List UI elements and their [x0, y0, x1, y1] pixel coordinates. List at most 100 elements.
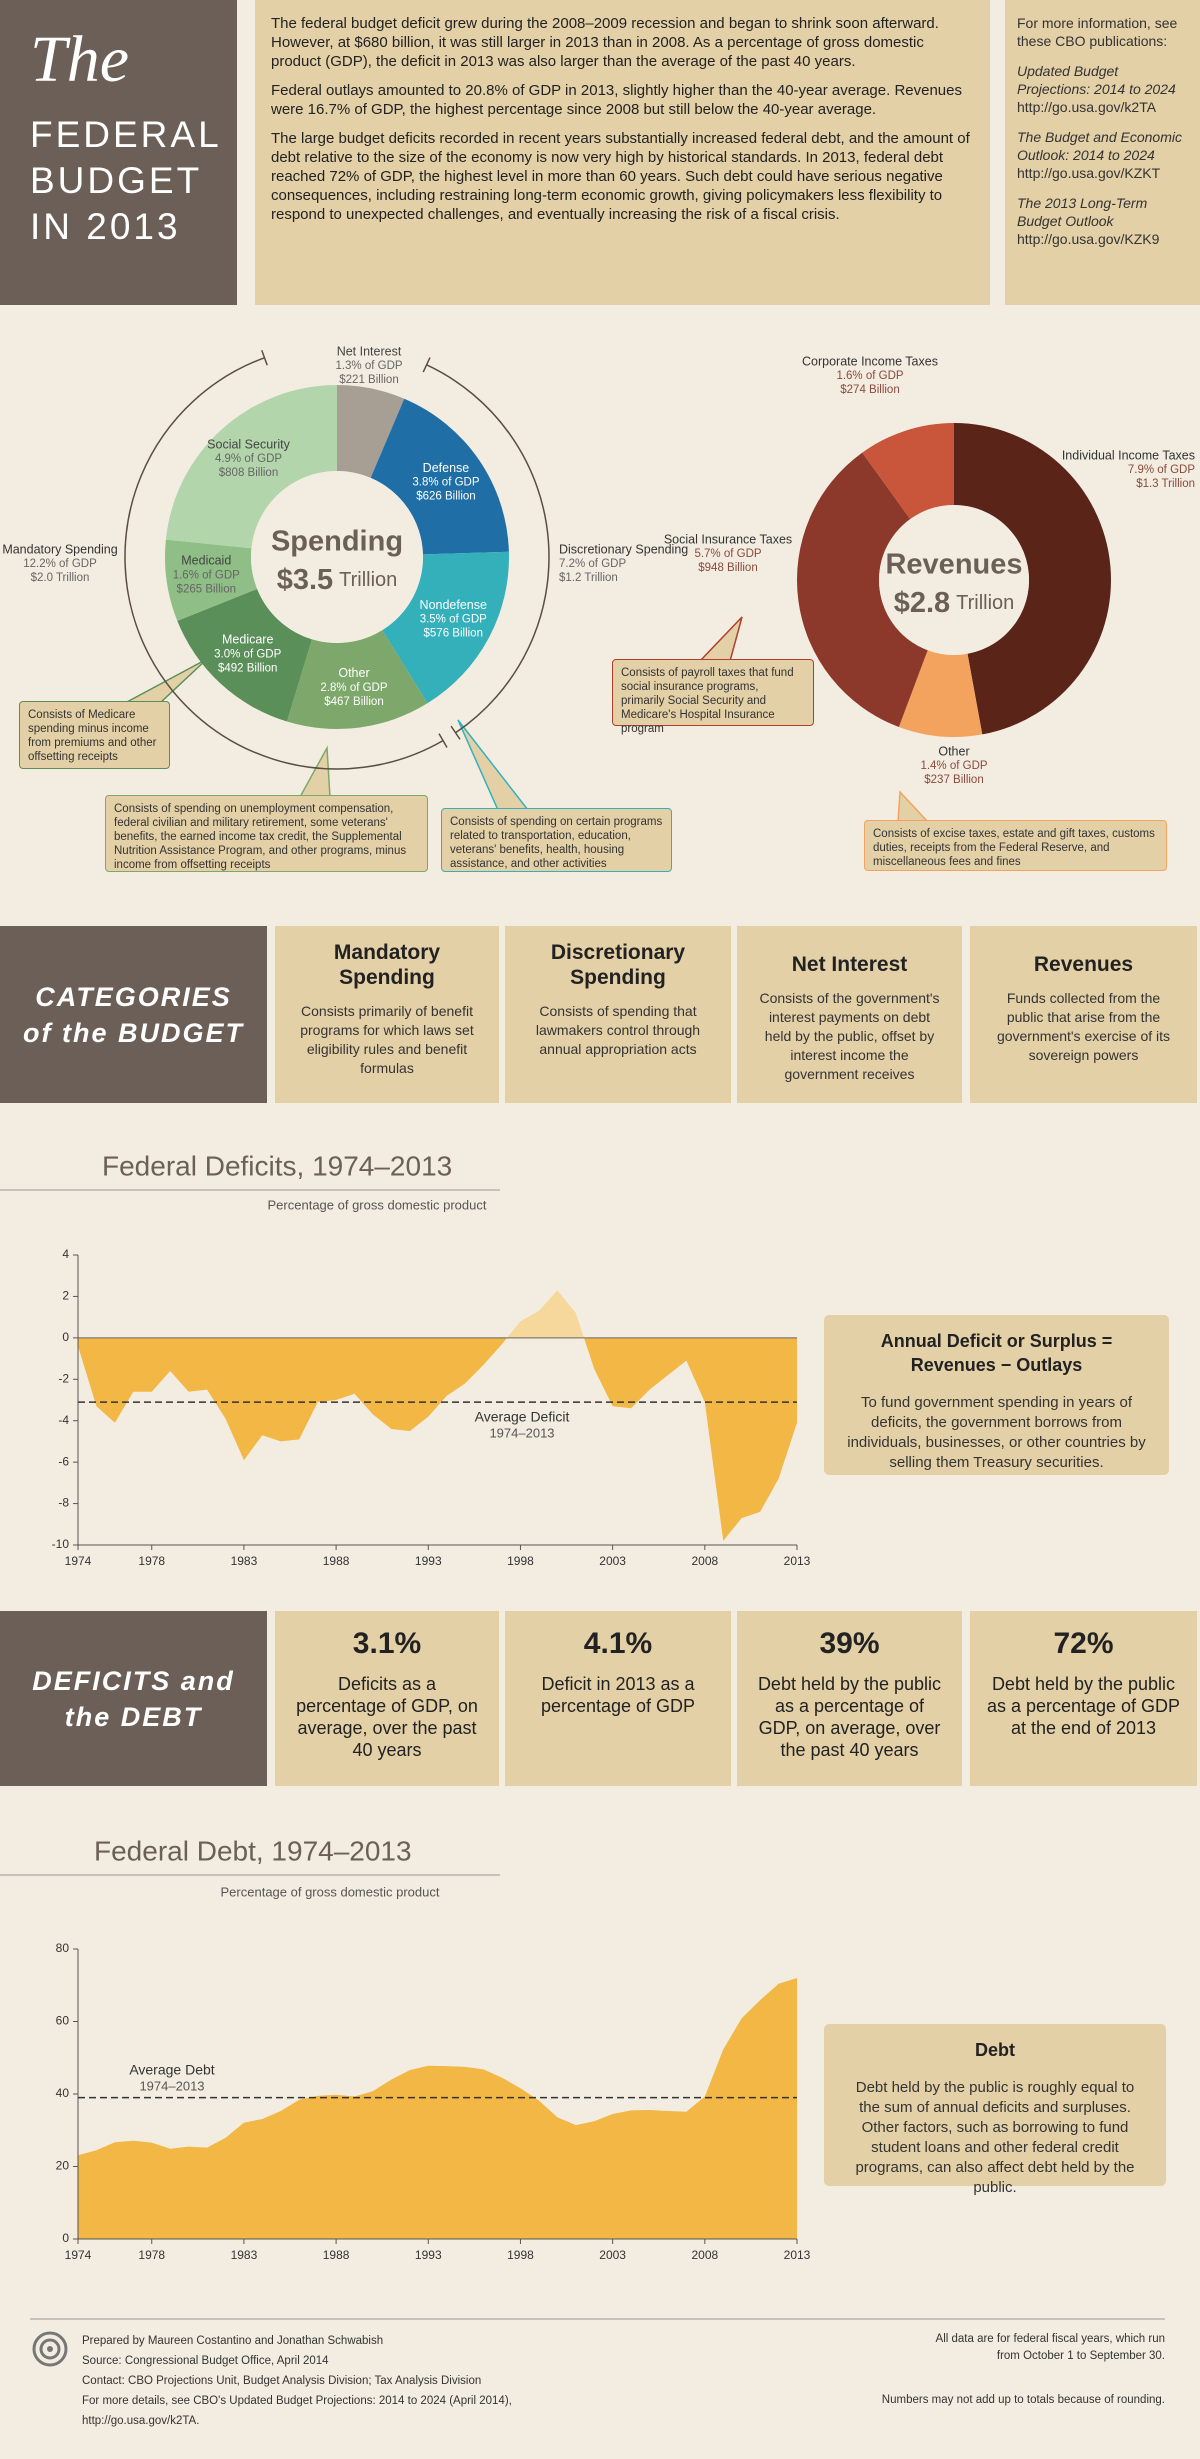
publication-url: http://go.usa.gov/k2TA — [1017, 99, 1157, 115]
y-tick-label: -6 — [58, 1454, 69, 1468]
slice-value-label: $576 Billion — [424, 628, 483, 640]
slice-value-label: $808 Billion — [219, 467, 278, 479]
donut-slice — [862, 423, 954, 520]
section-title: DEFICITS and the DEBT — [0, 1611, 267, 1786]
x-tick-label: 2008 — [691, 2248, 718, 2262]
donut-slice — [370, 398, 509, 555]
callout-pointer — [298, 745, 331, 798]
note-text: To fund government spending in years of … — [847, 1394, 1146, 1471]
donut-total: $2.8 Trillion — [894, 587, 1015, 619]
category-text: Consists of the government's interest pa… — [759, 990, 940, 1082]
paragraph: The large budget deficits recorded in re… — [271, 130, 970, 223]
slice-value-label: $265 Billion — [177, 583, 236, 595]
publication: The 2013 Long-Term Budget Outlook http://… — [1017, 194, 1188, 248]
slice-value-label: $221 Billion — [339, 374, 398, 386]
note-box: Annual Deficit or Surplus = Revenues − O… — [824, 1315, 1169, 1475]
header-title: FEDERAL BUDGET IN 2013 — [30, 114, 221, 247]
x-tick-label: 2013 — [784, 1554, 811, 1568]
slice-value-label: $626 Billion — [416, 491, 475, 503]
publication: The Budget and Economic Outlook: 2014 to… — [1017, 128, 1188, 182]
note-text: Debt held by the public is roughly equal… — [855, 2079, 1135, 2196]
slice-label: Social Security — [207, 437, 290, 451]
header-script: The — [30, 23, 129, 96]
stat-text: Debt held by the public as a percentage … — [757, 1674, 942, 1760]
footer-note: All data are for federal fiscal years, w… — [935, 2333, 1165, 2362]
callout: Consists of spending on certain programs… — [441, 808, 672, 872]
callout: Consists of spending on unemployment com… — [105, 795, 428, 872]
y-tick-label: 2 — [62, 1289, 69, 1303]
x-tick-label: 1993 — [415, 2248, 442, 2262]
publication-title: The 2013 Long-Term Budget Outlook — [1017, 195, 1148, 229]
donut-hole — [251, 471, 423, 643]
x-tick-label: 1974 — [65, 2248, 92, 2262]
y-tick-label: -10 — [52, 1537, 70, 1551]
y-tick-label: 0 — [62, 2231, 69, 2245]
footer-note: Numbers may not add up to totals because… — [881, 2394, 1165, 2406]
stat-value: 39% — [819, 1627, 880, 1660]
donut-total: $3.5 Trillion — [277, 564, 398, 596]
group-arc — [426, 364, 550, 734]
slice-label: Medicare — [222, 633, 273, 647]
slice-gdp-label: 2.8% of GDP — [320, 682, 387, 694]
x-tick-label: 1978 — [138, 1554, 165, 1568]
x-tick-label: 2008 — [691, 1554, 718, 1568]
chart-subtitle: Percentage of gross domestic product — [268, 1197, 487, 1212]
slice-gdp-label: 1.4% of GDP — [920, 760, 987, 772]
x-tick-label: 1998 — [507, 2248, 534, 2262]
category-box: Discretionary Spending Consists of spendi… — [505, 926, 731, 1103]
donut-slice — [164, 539, 258, 621]
area — [78, 1978, 797, 2239]
x-tick-label: 1983 — [231, 1554, 258, 1568]
header-title-box: The FEDERAL BUDGET IN 2013 — [0, 0, 237, 305]
total-value: $3.5 — [277, 564, 333, 596]
slice-label: Net Interest — [337, 344, 402, 358]
average-label: Average Debt — [129, 2062, 214, 2078]
slice-label: Individual Income Taxes — [1062, 448, 1195, 462]
slice-value-label: $492 Billion — [218, 662, 277, 674]
x-tick-label: 2013 — [784, 2248, 811, 2262]
category-title: Mandatory Spending — [333, 941, 441, 989]
note-title: Debt — [975, 2040, 1015, 2060]
y-tick-label: 40 — [56, 2086, 70, 2100]
y-tick-label: 80 — [56, 1941, 70, 1955]
total-unit: Trillion — [956, 592, 1014, 614]
category-title: Net Interest — [791, 953, 908, 976]
x-tick-label: 1988 — [323, 2248, 350, 2262]
average-sublabel: 1974–2013 — [489, 1425, 554, 1440]
area — [78, 1290, 797, 1541]
slice-value-label: $1.3 Trillion — [1136, 478, 1195, 490]
slice-label: Social Insurance Taxes — [664, 532, 792, 546]
slice-value-label: $467 Billion — [324, 696, 383, 708]
x-tick-label: 1988 — [323, 1554, 350, 1568]
publication-title: The Budget and Economic Outlook: 2014 to… — [1017, 129, 1182, 163]
group-gdp-label: 12.2% of GDP — [23, 558, 97, 570]
slice-value-label: $237 Billion — [924, 774, 983, 786]
category-box: Mandatory Spending Consists primarily of … — [275, 926, 499, 1103]
donut-slice — [898, 650, 983, 737]
stat-value: 72% — [1053, 1627, 1114, 1660]
credit-line: Source: Congressional Budget Office, Apr… — [82, 2355, 329, 2367]
y-tick-label: 0 — [62, 1330, 69, 1344]
slice-gdp-label: 1.6% of GDP — [836, 370, 903, 382]
callout-pointer — [897, 790, 930, 823]
header-text-box: The federal budget deficit grew during t… — [255, 0, 990, 305]
sidebar: For more information, see these CBO publ… — [1005, 0, 1200, 305]
slice-gdp-label: 7.9% of GDP — [1128, 464, 1195, 476]
category-text: Consists primarily of benefit programs f… — [300, 1003, 474, 1076]
donut-slice — [177, 588, 312, 722]
publication-title: Updated Budget Projections: 2014 to 2024 — [1017, 63, 1176, 97]
total-unit: Trillion — [339, 569, 397, 591]
slice-label: Corporate Income Taxes — [802, 354, 938, 368]
callout: Consists of payroll taxes that fund soci… — [612, 659, 814, 735]
stat-text: Deficits as a percentage of GDP, on aver… — [296, 1674, 478, 1760]
stat-box: 72% Debt held by the public as a percenta… — [970, 1611, 1197, 1786]
y-tick-label: -8 — [58, 1496, 69, 1510]
slice-value-label: $274 Billion — [840, 384, 899, 396]
category-title: Discretionary Spending — [550, 941, 686, 989]
slice-gdp-label: 3.8% of GDP — [412, 477, 479, 489]
paragraph: The federal budget deficit grew during t… — [271, 15, 939, 70]
donut-title: Revenues — [885, 549, 1022, 581]
note-title: Annual Deficit or Surplus = Revenues − O… — [880, 1331, 1113, 1375]
slice-label: Other — [938, 744, 969, 758]
